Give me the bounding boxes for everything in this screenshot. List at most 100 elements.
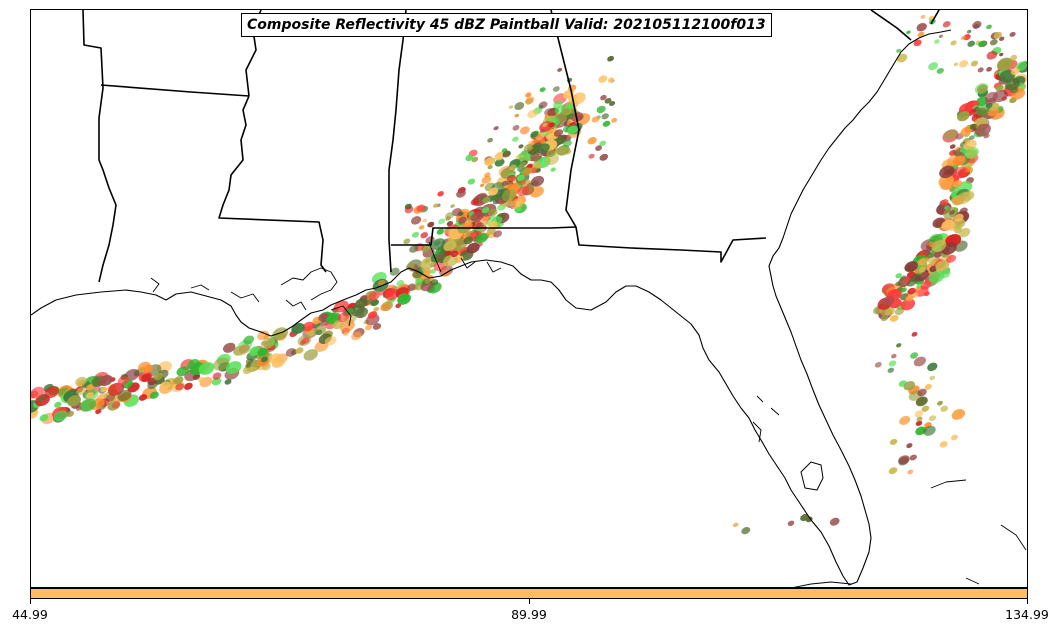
- paintball-cell: [422, 218, 428, 223]
- paintball-cell: [315, 329, 323, 336]
- paintball-cell: [952, 180, 963, 188]
- colorbar-tick-label-min: 44.99: [12, 607, 48, 622]
- paintball-cell: [805, 516, 813, 523]
- paintball-cell: [514, 101, 525, 111]
- paintball-cell: [540, 128, 545, 133]
- paintball-cell: [902, 277, 910, 283]
- paintball-cell: [502, 150, 511, 158]
- paintball-cell: [355, 298, 368, 309]
- paintball-cell: [343, 331, 349, 337]
- paintball-cell: [928, 62, 939, 71]
- paintball-cell: [920, 280, 932, 290]
- paintball-cell: [302, 321, 315, 332]
- paintball-cell: [955, 191, 972, 205]
- paintball-cell: [437, 191, 444, 197]
- paintball-cell: [395, 303, 402, 309]
- paintball-cell: [482, 196, 491, 204]
- paintball-cell: [995, 84, 1004, 92]
- paintball-cell: [895, 273, 902, 279]
- paintball-cell: [464, 219, 472, 226]
- paintball-cell: [588, 153, 595, 159]
- paintball-cell: [153, 372, 163, 381]
- paintball-cell: [481, 175, 492, 184]
- paintball-cell: [977, 67, 984, 73]
- paintball-cells: [31, 14, 1027, 535]
- paintball-cell: [970, 60, 979, 67]
- paintball-cell: [967, 40, 976, 47]
- colorbar-tick: [529, 599, 530, 604]
- paintball-cell: [245, 363, 252, 368]
- paintball-cell: [906, 30, 911, 35]
- paintball-cell: [295, 347, 304, 354]
- paintball-cell: [285, 348, 297, 357]
- paintball-cell: [397, 293, 411, 305]
- paintball-cell: [354, 307, 369, 319]
- paintball-cell: [519, 161, 527, 168]
- paintball-cell: [508, 105, 514, 109]
- paintball-cell: [940, 405, 949, 412]
- paintball-cell: [366, 299, 373, 304]
- paintball-cell: [539, 87, 546, 92]
- paintball-cell: [76, 387, 86, 396]
- paintball-cell: [463, 236, 473, 245]
- paintball-cell: [86, 384, 95, 391]
- paintball-cell: [66, 410, 75, 417]
- paintball-cell: [957, 111, 970, 122]
- paintball-cell: [303, 349, 318, 361]
- paintball-cell: [268, 353, 282, 364]
- paintball-cell: [501, 188, 518, 202]
- paintball-cell: [917, 31, 925, 38]
- paintball-cell: [966, 29, 972, 34]
- paintball-cell: [515, 207, 522, 212]
- paintball-cell: [910, 352, 919, 359]
- paintball-cell: [999, 36, 1005, 41]
- paintball-cell: [958, 103, 973, 115]
- paintball-cell: [523, 144, 534, 152]
- paintball-cell: [607, 55, 615, 62]
- paintball-cell: [484, 157, 495, 166]
- paintball-cell: [480, 183, 485, 188]
- paintball-cell: [921, 405, 930, 412]
- paintball-cell: [913, 39, 922, 47]
- paintball-cell: [903, 381, 916, 391]
- paintball-cell: [896, 53, 908, 63]
- paintball-cell: [918, 266, 926, 273]
- paintball-cell: [245, 358, 254, 365]
- paintball-cell: [923, 425, 936, 436]
- paintball-cell: [900, 298, 916, 311]
- paintball-cell: [938, 34, 943, 38]
- paintball-cell: [924, 383, 932, 390]
- paintball-cell: [961, 35, 967, 40]
- colorbar-tick-label-max: 134.99: [1005, 607, 1049, 622]
- paintball-cell: [530, 175, 545, 187]
- paintball-cell: [546, 149, 556, 158]
- paintball-cell: [946, 254, 957, 263]
- paintball-cell: [900, 287, 907, 293]
- paintball-cell: [880, 314, 889, 322]
- paintball-cell: [396, 280, 405, 287]
- paintball-cell: [198, 377, 205, 383]
- paintball-cell: [487, 208, 498, 217]
- paintball-cell: [552, 86, 560, 92]
- paintball-cell: [952, 166, 968, 179]
- paintball-cell: [418, 225, 425, 230]
- paintball-cell: [493, 126, 499, 131]
- paintball-cell: [442, 254, 459, 267]
- paintball-cell: [445, 250, 452, 256]
- paintball-cell: [915, 396, 928, 407]
- paintball-cell: [964, 146, 979, 159]
- paintball-cell: [429, 279, 439, 286]
- paintball-cell: [138, 394, 148, 401]
- paintball-cell: [510, 198, 524, 210]
- paintball-cell: [787, 520, 795, 526]
- paintball-cell: [916, 22, 927, 32]
- paintball-cell: [517, 186, 530, 196]
- paintball-cell: [99, 374, 113, 387]
- paintball-cell: [609, 101, 616, 106]
- paintball-cell: [889, 438, 898, 445]
- paintball-cell: [906, 443, 913, 449]
- paintball-cell: [451, 208, 462, 217]
- paintball-cell: [894, 307, 905, 316]
- paintball-cell: [481, 206, 490, 214]
- paintball-cell: [458, 216, 467, 224]
